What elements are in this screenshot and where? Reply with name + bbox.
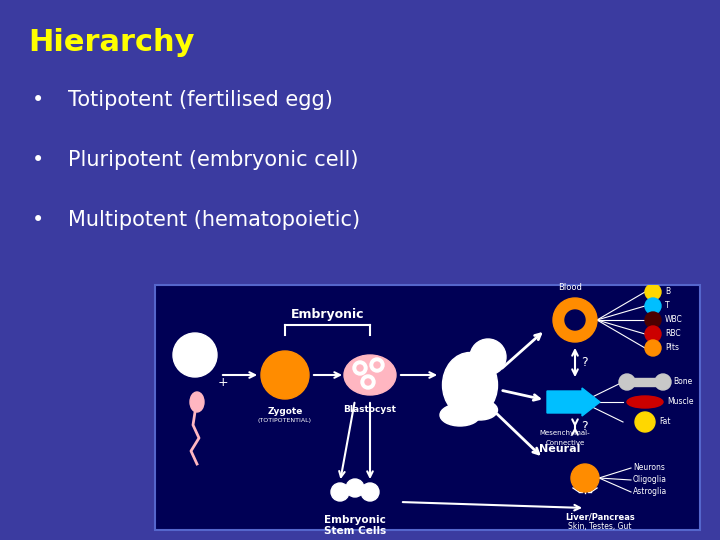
Text: Stem Cells: Stem Cells — [324, 526, 386, 536]
Circle shape — [361, 375, 375, 389]
Circle shape — [571, 464, 599, 492]
Circle shape — [645, 312, 661, 328]
Circle shape — [470, 339, 506, 375]
Text: Zygote: Zygote — [267, 407, 302, 416]
Text: Liver/Pancreas: Liver/Pancreas — [565, 512, 635, 521]
Text: (TOTIPOTENTIAL): (TOTIPOTENTIAL) — [258, 418, 312, 423]
Text: RBC: RBC — [665, 329, 680, 339]
Text: Totipotent (fertilised egg): Totipotent (fertilised egg) — [68, 90, 333, 110]
Circle shape — [331, 483, 349, 501]
Circle shape — [353, 361, 367, 375]
Text: •: • — [32, 90, 44, 110]
Text: Plts: Plts — [665, 343, 679, 353]
Text: Mesenchymal-: Mesenchymal- — [540, 430, 590, 436]
Circle shape — [655, 374, 671, 390]
Circle shape — [365, 379, 371, 385]
Text: WBC: WBC — [665, 315, 683, 325]
Text: ?: ? — [581, 356, 588, 369]
Text: Neural: Neural — [539, 444, 581, 454]
Text: Fat: Fat — [659, 417, 670, 427]
Ellipse shape — [190, 392, 204, 412]
Text: Skin, Testes, Gut: Skin, Testes, Gut — [568, 522, 631, 531]
Ellipse shape — [462, 400, 498, 420]
Circle shape — [374, 362, 380, 368]
Circle shape — [645, 284, 661, 300]
Circle shape — [645, 298, 661, 314]
Text: Embryonic: Embryonic — [291, 308, 364, 321]
Ellipse shape — [443, 353, 498, 417]
Text: Pluripotent (embryonic cell): Pluripotent (embryonic cell) — [68, 150, 359, 170]
Text: Hierarchy: Hierarchy — [28, 28, 194, 57]
Ellipse shape — [627, 396, 663, 408]
Text: Neurons: Neurons — [633, 463, 665, 472]
Circle shape — [361, 483, 379, 501]
Ellipse shape — [344, 355, 396, 395]
Bar — [627, 378, 663, 386]
Text: Astroglia: Astroglia — [633, 488, 667, 496]
Text: ?: ? — [581, 421, 588, 434]
Circle shape — [553, 298, 597, 342]
Bar — [155, 285, 700, 530]
Text: B: B — [665, 287, 670, 296]
Text: Blastocyst: Blastocyst — [343, 405, 397, 414]
Text: Muscle: Muscle — [667, 397, 693, 407]
Circle shape — [261, 351, 309, 399]
Text: Bone: Bone — [673, 377, 692, 387]
Circle shape — [346, 479, 364, 497]
FancyArrow shape — [547, 388, 600, 416]
Circle shape — [645, 326, 661, 342]
Text: Oligoglia: Oligoglia — [633, 476, 667, 484]
Text: Connective: Connective — [545, 440, 585, 446]
Circle shape — [357, 365, 363, 371]
Text: •: • — [32, 150, 44, 170]
Ellipse shape — [440, 404, 480, 426]
Circle shape — [565, 310, 585, 330]
Text: Blood: Blood — [558, 283, 582, 292]
Text: •: • — [32, 210, 44, 230]
Text: +: + — [217, 375, 228, 388]
Text: T: T — [665, 301, 670, 310]
Circle shape — [619, 374, 635, 390]
Circle shape — [645, 340, 661, 356]
Circle shape — [635, 412, 655, 432]
Text: Multipotent (hematopoietic): Multipotent (hematopoietic) — [68, 210, 360, 230]
Circle shape — [173, 333, 217, 377]
Text: Embryonic: Embryonic — [324, 515, 386, 525]
Circle shape — [370, 358, 384, 372]
